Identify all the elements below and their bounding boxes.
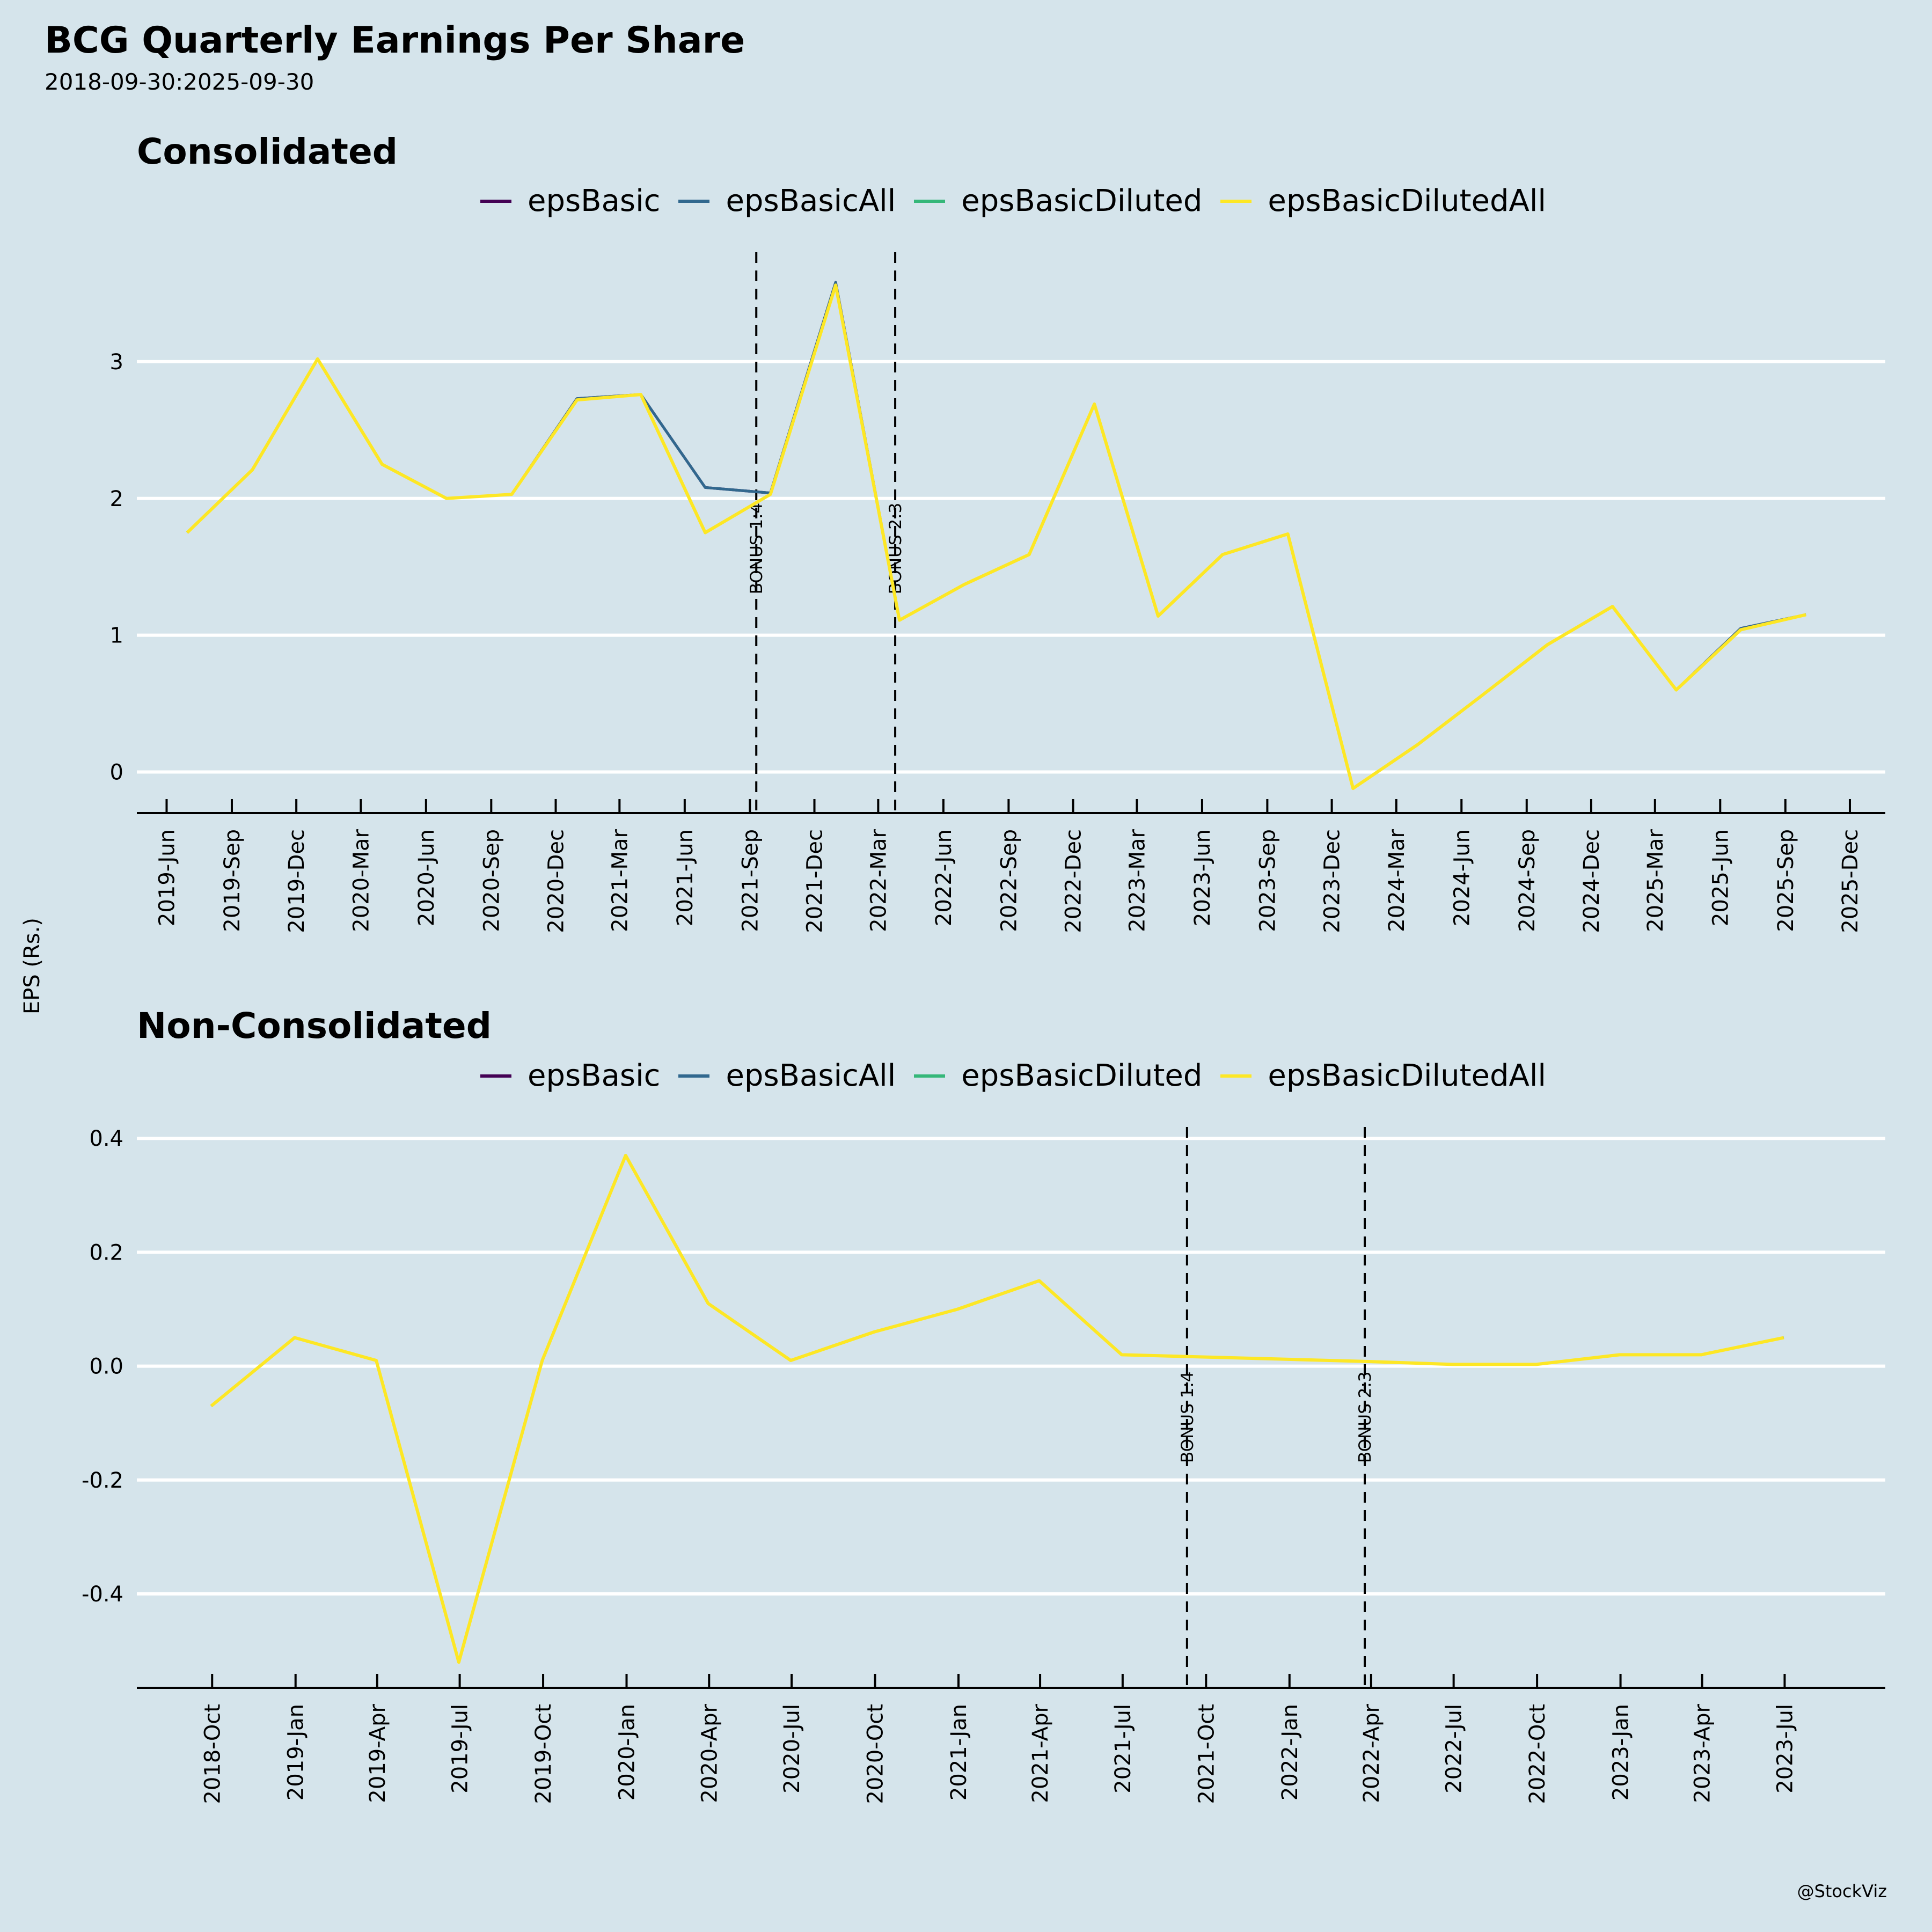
series-line-epsbasic (186, 281, 1806, 790)
x-tick-label: 2022-Dec (1062, 829, 1086, 933)
legend-label: epsBasic (528, 1058, 661, 1093)
x-tick-label: 2021-Jun (673, 829, 698, 926)
legend-consolidated: epsBasic epsBasicAll epsBasicDiluted eps… (480, 184, 1564, 218)
x-tick-label: 2023-Mar (1125, 829, 1150, 932)
x-tick-label: 2025-Jun (1708, 829, 1733, 926)
legend-swatch (678, 1074, 710, 1078)
chart-title: BCG Quarterly Earnings Per Share (45, 19, 745, 62)
legend-item-epsbasicdiluted: epsBasicDiluted (914, 1058, 1202, 1093)
series-line-epsbasicdilutedall (186, 283, 1806, 791)
y-tick-label: 0 (110, 760, 123, 785)
legend-label: epsBasicDilutedAll (1268, 184, 1546, 218)
x-tick-label: 2024-Mar (1385, 829, 1409, 932)
legend-label: epsBasicDiluted (961, 1058, 1203, 1093)
legend-label: epsBasicAll (726, 184, 896, 218)
legend-item-epsbasicall: epsBasicAll (678, 184, 896, 218)
x-tick-label: 2019-Sep (220, 829, 245, 932)
x-tick-label: 2024-Jun (1450, 829, 1474, 926)
panel-title-consolidated: Consolidated (137, 131, 398, 172)
x-tick-label: 2021-Sep (738, 829, 763, 932)
x-tick-label: 2019-Dec (284, 829, 309, 933)
x-tick-label: 2022-Sep (997, 829, 1021, 932)
x-tick-label: 2025-Sep (1774, 829, 1798, 932)
x-tick-label: 2021-Mar (608, 829, 632, 932)
x-tick-label: 2023-Sep (1255, 829, 1280, 932)
x-tick-label: 2022-Mar (866, 829, 891, 932)
x-tick-label: 2025-Dec (1838, 829, 1863, 933)
legend-item-epsbasic: epsBasic (480, 1058, 660, 1093)
legend-swatch (1220, 1074, 1252, 1078)
legend-item-epsbasicall: epsBasicAll (678, 1058, 896, 1093)
x-tick-label: 2025-Mar (1643, 829, 1668, 932)
x-tick-label: 2024-Dec (1579, 829, 1604, 933)
legend-non-consolidated: epsBasic epsBasicAll epsBasicDiluted eps… (480, 1058, 1564, 1093)
legend-swatch (678, 199, 710, 203)
x-tick-label: 2021-Dec (803, 829, 828, 933)
legend-swatch (1220, 199, 1252, 203)
x-tick-label: 2022-Jun (932, 829, 956, 926)
legend-label: epsBasicDiluted (961, 184, 1203, 218)
x-tick-label: 2023-Dec (1320, 829, 1345, 933)
x-tick-label: 2023-Jun (1190, 829, 1215, 926)
series-line-epsbasicall (186, 281, 1806, 790)
bonus-label: BONUS 2:3 (886, 503, 905, 594)
legend-item-epsbasicdilutedall: epsBasicDilutedAll (1220, 184, 1546, 218)
x-tick-label: 2020-Mar (349, 829, 374, 932)
legend-label: epsBasicAll (726, 1058, 896, 1093)
bonus-label: BONUS 1:4 (747, 503, 766, 594)
chart-subtitle: 2018-09-30:2025-09-30 (45, 69, 314, 95)
panel-title-non-consolidated: Non-Consolidated (137, 1005, 492, 1046)
legend-item-epsbasicdilutedall: epsBasicDilutedAll (1220, 1058, 1546, 1093)
y-tick-label: 2 (110, 487, 123, 511)
legend-swatch (480, 199, 511, 203)
credit-label: @StockViz (1797, 1881, 1887, 1901)
legend-item-epsbasicdiluted: epsBasicDiluted (914, 184, 1202, 218)
legend-swatch (914, 199, 946, 203)
x-tick-label: 2020-Jun (414, 829, 439, 926)
x-tick-label: 2019-Jun (155, 829, 179, 926)
legend-swatch (480, 1074, 511, 1078)
legend-label: epsBasic (528, 184, 661, 218)
legend-swatch (914, 1074, 946, 1078)
x-tick-label: 2020-Dec (544, 829, 568, 933)
x-tick-label: 2020-Sep (479, 829, 504, 932)
x-tick-label: 2024-Sep (1515, 829, 1540, 932)
y-tick-label: 3 (110, 350, 123, 375)
legend-label: epsBasicDilutedAll (1268, 1058, 1546, 1093)
y-tick-label: 1 (110, 624, 123, 648)
legend-item-epsbasic: epsBasic (480, 184, 660, 218)
